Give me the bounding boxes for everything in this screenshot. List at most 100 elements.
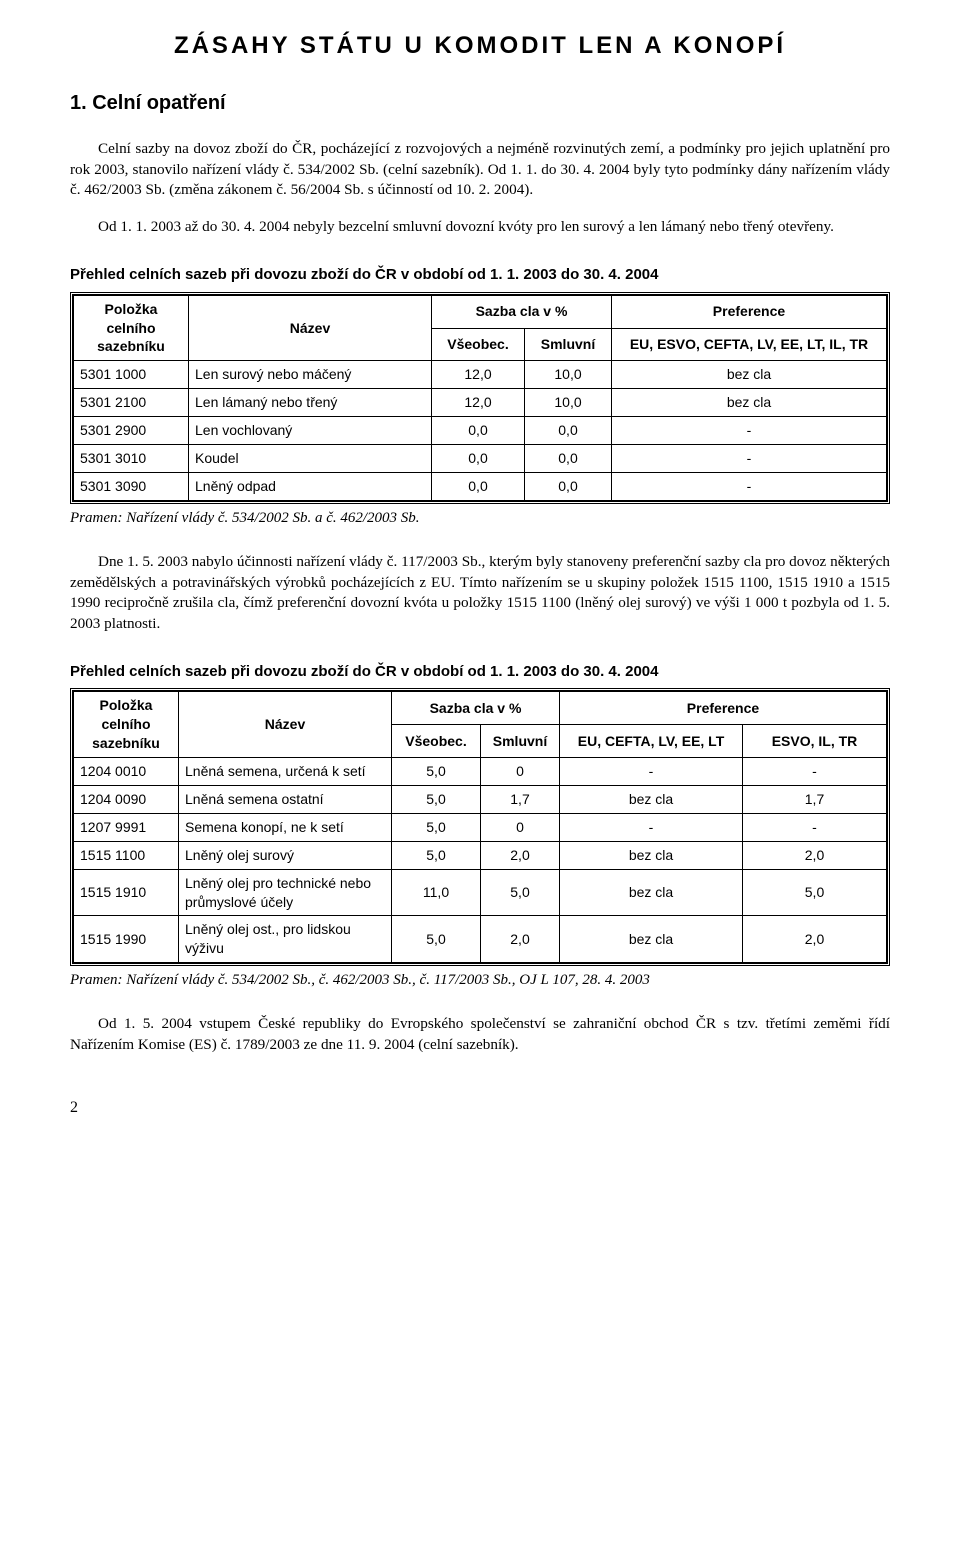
tariff-table-1: Položka celního sazebníku Název Sazba cl… [73,295,887,501]
th-pref-b: ESVO, IL, TR [743,725,887,758]
th-smluvni: Smluvní [525,328,612,361]
cell-s: 2,0 [481,841,560,869]
cell-s: 10,0 [525,361,612,389]
table-row: 1515 1990 Lněný olej ost., pro lidskou v… [74,916,887,963]
cell-name: Len surový nebo máčený [189,361,432,389]
cell-code: 1515 1910 [74,869,179,916]
cell-v: 12,0 [432,361,525,389]
th-code: Položka celního sazebníku [74,295,189,361]
cell-pa: bez cla [560,785,743,813]
th-pref: Preference [560,692,887,725]
cell-name: Lněná semena ostatní [179,785,392,813]
cell-name: Len vochlovaný [189,417,432,445]
table-row: 5301 1000 Len surový nebo máčený 12,0 10… [74,361,887,389]
th-sazba: Sazba cla v % [432,295,612,328]
cell-s: 5,0 [481,869,560,916]
table-wrapper: Položka celního sazebníku Název Sazba cl… [70,292,890,504]
doc-title: ZÁSAHY STÁTU U KOMODIT LEN A KONOPÍ [70,30,890,62]
th-code: Položka celního sazebníku [74,692,179,758]
cell-s: 0,0 [525,472,612,500]
cell-name: Semena konopí, ne k setí [179,813,392,841]
cell-pa: - [560,813,743,841]
cell-code: 5301 2100 [74,389,189,417]
cell-s: 0,0 [525,445,612,473]
cell-s: 1,7 [481,785,560,813]
table-row: 1207 9991 Semena konopí, ne k setí 5,0 0… [74,813,887,841]
cell-p: bez cla [612,361,887,389]
cell-pb: - [743,758,887,786]
cell-v: 0,0 [432,445,525,473]
cell-pb: 1,7 [743,785,887,813]
cell-code: 1204 0010 [74,758,179,786]
paragraph: Od 1. 5. 2004 vstupem České republiky do… [70,1014,890,1055]
cell-v: 5,0 [392,758,481,786]
page: ZÁSAHY STÁTU U KOMODIT LEN A KONOPÍ 1. C… [0,0,960,1159]
cell-name: Lněný odpad [189,472,432,500]
cell-pa: bez cla [560,841,743,869]
cell-v: 12,0 [432,389,525,417]
cell-code: 1207 9991 [74,813,179,841]
th-pref-sub: EU, ESVO, CEFTA, LV, EE, LT, IL, TR [612,328,887,361]
cell-s: 2,0 [481,916,560,963]
cell-code: 1515 1990 [74,916,179,963]
table-row: 5301 3090 Lněný odpad 0,0 0,0 - [74,472,887,500]
th-name: Název [179,692,392,758]
th-name: Název [189,295,432,361]
th-smluvni: Smluvní [481,725,560,758]
cell-v: 5,0 [392,785,481,813]
cell-name: Lněný olej surový [179,841,392,869]
table-row: 5301 2100 Len lámaný nebo třený 12,0 10,… [74,389,887,417]
cell-code: 5301 3090 [74,472,189,500]
th-sazba: Sazba cla v % [392,692,560,725]
table-row: 5301 2900 Len vochlovaný 0,0 0,0 - [74,417,887,445]
cell-pb: - [743,813,887,841]
cell-v: 5,0 [392,841,481,869]
cell-v: 5,0 [392,916,481,963]
cell-code: 5301 3010 [74,445,189,473]
th-vseobec: Všeobec. [432,328,525,361]
table-caption: Přehled celních sazeb při dovozu zboží d… [70,662,890,682]
th-pref: Preference [612,295,887,328]
page-number: 2 [70,1097,890,1119]
table-row: 1515 1100 Lněný olej surový 5,0 2,0 bez … [74,841,887,869]
cell-s: 0,0 [525,417,612,445]
cell-name: Lněný olej pro technické nebo průmyslové… [179,869,392,916]
tariff-table-2: Položka celního sazebníku Název Sazba cl… [73,691,887,963]
table-row: 1204 0090 Lněná semena ostatní 5,0 1,7 b… [74,785,887,813]
cell-name: Len lámaný nebo třený [189,389,432,417]
table-row: 1515 1910 Lněný olej pro technické nebo … [74,869,887,916]
table-caption: Přehled celních sazeb při dovozu zboží d… [70,265,890,285]
cell-p: - [612,445,887,473]
cell-p: - [612,417,887,445]
cell-pb: 5,0 [743,869,887,916]
table-row: 1204 0010 Lněná semena, určená k setí 5,… [74,758,887,786]
table-source: Pramen: Nařízení vlády č. 534/2002 Sb. a… [70,508,890,528]
cell-code: 5301 2900 [74,417,189,445]
paragraph: Dne 1. 5. 2003 nabylo účinnosti nařízení… [70,552,890,634]
cell-v: 11,0 [392,869,481,916]
cell-s: 10,0 [525,389,612,417]
paragraph: Celní sazby na dovoz zboží do ČR, pocház… [70,139,890,201]
cell-pa: bez cla [560,916,743,963]
cell-pa: bez cla [560,869,743,916]
table-wrapper: Položka celního sazebníku Název Sazba cl… [70,688,890,966]
cell-s: 0 [481,813,560,841]
paragraph: Od 1. 1. 2003 až do 30. 4. 2004 nebyly b… [70,217,890,238]
cell-v: 5,0 [392,813,481,841]
table-row: 5301 3010 Koudel 0,0 0,0 - [74,445,887,473]
cell-name: Koudel [189,445,432,473]
cell-p: bez cla [612,389,887,417]
th-vseobec: Všeobec. [392,725,481,758]
cell-pb: 2,0 [743,916,887,963]
table-source: Pramen: Nařízení vlády č. 534/2002 Sb., … [70,970,890,990]
cell-v: 0,0 [432,472,525,500]
cell-code: 5301 1000 [74,361,189,389]
cell-s: 0 [481,758,560,786]
cell-p: - [612,472,887,500]
cell-pa: - [560,758,743,786]
cell-name: Lněná semena, určená k setí [179,758,392,786]
cell-name: Lněný olej ost., pro lidskou výživu [179,916,392,963]
th-pref-a: EU, CEFTA, LV, EE, LT [560,725,743,758]
section-heading: 1. Celní opatření [70,90,890,117]
cell-code: 1515 1100 [74,841,179,869]
